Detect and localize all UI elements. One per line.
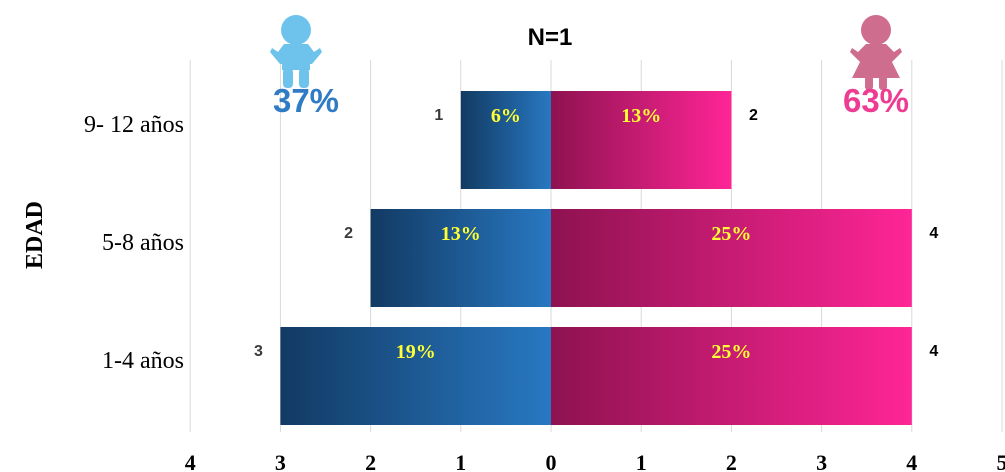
male-count-label: 3: [254, 343, 263, 360]
boy-icon: [270, 15, 322, 88]
category-label: 1-4 años: [102, 348, 184, 374]
male-percent-label: 6%: [491, 105, 521, 127]
male-count-label: 2: [344, 225, 353, 242]
female-percent-label: 13%: [621, 105, 661, 127]
x-tick-label: 0: [546, 450, 557, 472]
male-bar: [280, 327, 551, 425]
y-axis-label: EDAD: [22, 201, 48, 269]
chart-title: N=1: [528, 24, 573, 51]
female-total-percent: 63%: [843, 82, 909, 119]
female-count-label: 4: [929, 343, 938, 360]
x-tick-label: 4: [185, 450, 196, 472]
labels: 4 3 2 1 0 1 2 3 4 5 9- 12 años 1 2 6% 13% 5-8 años 2 4 13%…: [84, 105, 1005, 472]
x-tick-label: 5: [997, 450, 1005, 472]
female-percent-label: 25%: [711, 223, 751, 245]
female-percent-label: 25%: [711, 341, 751, 363]
male-percent-label: 19%: [396, 341, 436, 363]
female-count-label: 4: [929, 225, 938, 242]
female-bar: [551, 209, 912, 307]
bars: [280, 91, 912, 425]
x-tick-label: 2: [726, 450, 737, 472]
male-bar: [370, 209, 551, 307]
x-tick-label: 3: [275, 450, 286, 472]
female-bar: [551, 327, 912, 425]
girl-icon: [850, 15, 902, 90]
x-tick-label: 3: [816, 450, 827, 472]
male-count-label: 1: [434, 107, 443, 124]
male-total-percent: 37%: [273, 82, 339, 119]
category-label: 9- 12 años: [84, 112, 184, 138]
x-tick-label: 1: [455, 450, 466, 472]
female-bar: [551, 91, 732, 189]
male-bar: [460, 91, 551, 189]
x-tick-label: 1: [636, 450, 647, 472]
x-tick-label: 4: [906, 450, 917, 472]
female-count-label: 2: [749, 107, 758, 124]
category-label: 5-8 años: [102, 230, 184, 256]
x-tick-label: 2: [365, 450, 376, 472]
male-percent-label: 13%: [441, 223, 481, 245]
